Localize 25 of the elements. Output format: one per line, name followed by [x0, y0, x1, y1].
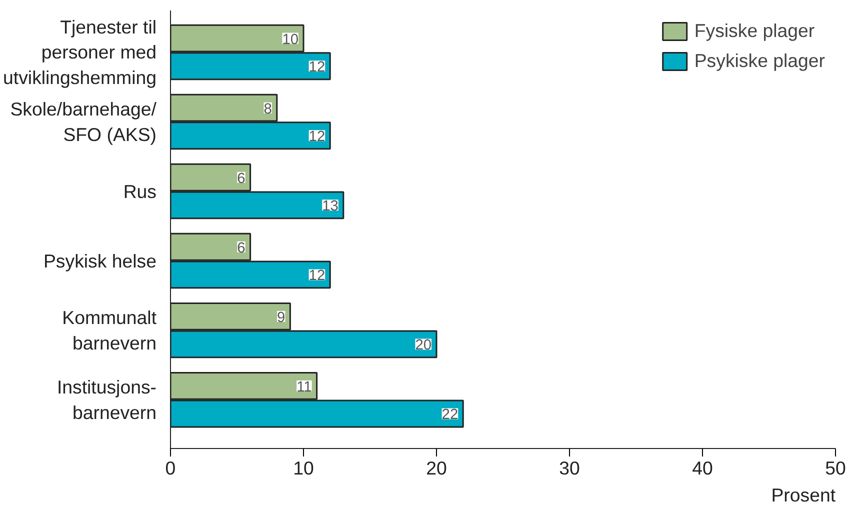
y-tick-label: Tjenester til personer med utviklingshemming	[3, 16, 157, 88]
data-label: 12	[308, 268, 326, 284]
x-tick-label: 0	[165, 458, 176, 478]
data-label: 11	[296, 379, 312, 396]
data-label: 9	[277, 310, 286, 326]
data-label: 12	[308, 129, 326, 146]
x-tick-label: 30	[559, 458, 580, 478]
data-label: 22	[442, 407, 458, 424]
legend-label: Fysiske plager	[694, 20, 815, 42]
data-label: 6	[237, 240, 246, 256]
x-tick-label: 10	[293, 458, 314, 478]
y-tick-label: Kommunalt barnevern	[62, 307, 158, 354]
data-label: 8	[264, 101, 272, 118]
data-label: 10	[282, 32, 299, 48]
x-tick-label: 40	[692, 458, 713, 478]
y-tick-label: Skole/barnehage/ SFO (AKS)	[10, 98, 158, 145]
y-tick-label: Psykisk helse	[43, 250, 157, 272]
x-axis-title: Prosent	[771, 484, 836, 506]
legend-label: Psykiske plager	[694, 50, 825, 72]
x-tick-label: 20	[426, 458, 447, 478]
y-tick-label: Institusjons- barnevern	[56, 376, 157, 423]
data-label: 12	[308, 60, 326, 76]
y-tick-label: Rus	[123, 180, 157, 202]
data-label: 6	[237, 170, 246, 187]
x-tick-label: 50	[825, 458, 846, 478]
